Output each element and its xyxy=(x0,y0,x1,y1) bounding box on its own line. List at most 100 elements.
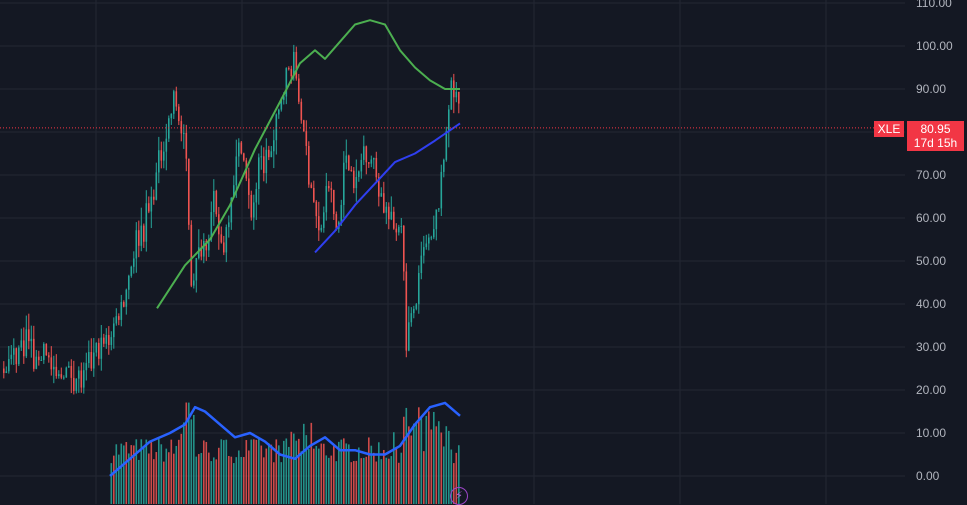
candle-body xyxy=(10,354,13,360)
candle-body xyxy=(290,68,293,77)
candle-body xyxy=(420,255,423,274)
volume-bar xyxy=(268,443,270,504)
candle-body xyxy=(370,159,373,164)
candle-body xyxy=(65,367,68,378)
volume-bar xyxy=(243,457,245,504)
last-price-value: 80.95 xyxy=(920,122,951,136)
candle-body xyxy=(243,153,245,161)
candle-body xyxy=(335,214,338,229)
candle-body xyxy=(283,96,285,100)
candle-body xyxy=(200,247,203,257)
candle-body xyxy=(180,121,183,134)
volume-bar xyxy=(173,453,175,504)
volume-bar xyxy=(240,456,243,504)
volume-bar xyxy=(238,450,240,504)
candle-body xyxy=(330,188,333,190)
volume-bar xyxy=(205,441,208,504)
y-tick-label: 20.00 xyxy=(916,383,946,397)
volume-bar xyxy=(233,463,235,504)
volume-bar xyxy=(288,446,290,504)
candle-body xyxy=(15,348,18,365)
candle-body xyxy=(88,352,90,364)
volume-bar xyxy=(388,458,390,504)
candle-body xyxy=(150,196,153,212)
candle-body xyxy=(270,151,273,158)
volume-bar xyxy=(345,443,348,504)
volume-bar xyxy=(433,411,435,504)
candle-body xyxy=(210,212,213,240)
volume-bar xyxy=(183,422,185,504)
candle-body xyxy=(128,275,130,290)
lightning-bolt-icon[interactable]: ⚡ xyxy=(450,487,468,505)
volume-bar xyxy=(213,457,215,504)
volume-bar xyxy=(393,432,395,504)
candle-body xyxy=(3,368,5,373)
volume-bar xyxy=(290,431,293,504)
candle-body xyxy=(380,193,383,197)
volume-bar xyxy=(338,441,340,504)
candle-body xyxy=(250,194,253,218)
y-tick-label: 40.00 xyxy=(916,297,946,311)
volume-bar xyxy=(160,444,163,504)
candle-body xyxy=(215,190,218,215)
candle-body xyxy=(73,377,75,391)
volume-bar xyxy=(415,421,418,504)
candle-body xyxy=(5,371,8,373)
candle-body xyxy=(358,171,360,177)
candle-body xyxy=(208,239,210,251)
volume-bar xyxy=(235,457,238,504)
candle-body xyxy=(8,359,10,372)
candle-body xyxy=(203,241,205,257)
volume-bar xyxy=(360,458,363,504)
candle-body xyxy=(193,280,195,286)
volume-bar xyxy=(370,445,373,504)
volume-bar xyxy=(225,439,228,504)
volume-bar xyxy=(408,426,410,504)
candle-body xyxy=(220,234,223,243)
candle-body xyxy=(285,68,288,97)
candle-body xyxy=(418,273,420,305)
bar-countdown: 17d 15h xyxy=(913,136,958,150)
volume-bar xyxy=(390,456,393,504)
candle-body xyxy=(413,308,415,314)
candle-body xyxy=(433,229,435,238)
candle-body xyxy=(38,356,40,361)
y-tick-label: 30.00 xyxy=(916,340,946,354)
volume-bar xyxy=(455,452,458,504)
volume-bar xyxy=(123,445,125,504)
candle-body xyxy=(198,247,200,259)
candle-body xyxy=(365,146,368,163)
volume-bar xyxy=(128,453,130,504)
candle-body xyxy=(360,159,363,172)
volume-bar xyxy=(358,447,360,504)
volume-bar xyxy=(450,449,453,504)
candle-body xyxy=(363,146,365,160)
volume-bar xyxy=(343,438,345,504)
candle-body xyxy=(28,329,30,342)
volume-bar xyxy=(113,455,115,504)
candle-body xyxy=(410,313,413,323)
volume-bar xyxy=(340,439,343,504)
candle-body xyxy=(293,51,295,77)
volume-bar xyxy=(143,446,145,504)
volume-bar xyxy=(383,449,385,504)
candle-body xyxy=(353,170,355,189)
volume-bar xyxy=(293,433,295,504)
volume-bar xyxy=(180,433,183,504)
volume-bar xyxy=(165,448,168,504)
volume-bar xyxy=(153,459,155,504)
volume-bar xyxy=(228,455,230,504)
candle-body xyxy=(348,155,350,170)
candle-body xyxy=(228,222,230,228)
candle-body xyxy=(23,340,25,357)
candle-body xyxy=(295,51,298,79)
candle-body xyxy=(163,151,165,161)
candle-body xyxy=(233,185,235,198)
candle-body xyxy=(93,352,95,369)
volume-bar xyxy=(125,442,128,504)
volume-bar xyxy=(310,422,313,504)
candle-body xyxy=(398,226,400,233)
y-tick-label: 70.00 xyxy=(916,168,946,182)
